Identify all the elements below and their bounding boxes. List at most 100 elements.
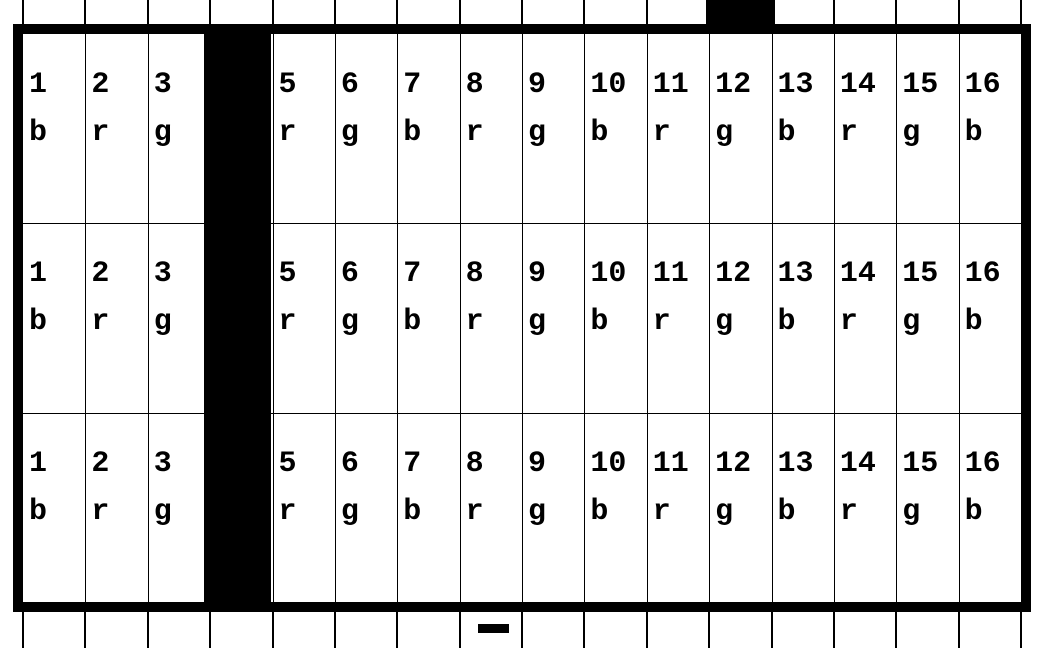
- top-tick: [1020, 0, 1022, 24]
- cell-label: b: [590, 116, 608, 150]
- cell-number: 15: [902, 68, 938, 102]
- cell-label: g: [528, 305, 546, 339]
- cell-number: 9: [528, 257, 546, 291]
- cell-number: 1: [29, 447, 47, 481]
- table-cell: 8r: [460, 34, 522, 223]
- cell-label: r: [279, 305, 297, 339]
- cell-number: 12: [715, 447, 751, 481]
- table-cell: 12 g: [709, 413, 771, 602]
- table-cell: 11r: [647, 413, 709, 602]
- cell-label: g: [528, 495, 546, 529]
- cell-label: b: [590, 495, 608, 529]
- cell-number: 10: [590, 68, 626, 102]
- bottom-tick: [334, 612, 336, 648]
- top-tick: [334, 0, 336, 24]
- cell-label: b: [778, 116, 796, 150]
- cell-label: b: [965, 305, 983, 339]
- table-cell: 7b: [397, 223, 459, 412]
- cell-number: 11: [653, 68, 689, 102]
- cell-label: r: [279, 116, 297, 150]
- table-cell: 11 r: [647, 34, 709, 223]
- cell-label: r: [840, 116, 858, 150]
- table-cell: 9g: [522, 223, 584, 412]
- cell-label: b: [965, 495, 983, 529]
- cell-number: 13: [778, 447, 814, 481]
- cell-number: 16: [965, 257, 1001, 291]
- cell-label: r: [279, 495, 297, 529]
- top-tick: [147, 0, 149, 24]
- table-cell: 7b: [397, 34, 459, 223]
- cell-number: 10: [590, 257, 626, 291]
- bottom-tick: [521, 612, 523, 648]
- cell-label: g: [902, 495, 920, 529]
- cell-label: r: [840, 305, 858, 339]
- cell-label: g: [715, 495, 733, 529]
- cell-label: g: [341, 305, 359, 339]
- top-tick: [833, 0, 835, 24]
- cell-label: g: [902, 116, 920, 150]
- cell-label: g: [154, 116, 172, 150]
- bottom-tick: [459, 612, 461, 648]
- cell-label: g: [154, 495, 172, 529]
- cell-label: r: [653, 305, 671, 339]
- cell-number: 9: [528, 68, 546, 102]
- bottom-tick: [583, 612, 585, 648]
- cell-number: 6: [341, 68, 359, 102]
- grid-table: 1b2r3g5r6g7b8r9g10b11r12g13b14r15g16b1b2…: [23, 34, 1021, 602]
- bottom-tick: [958, 612, 960, 648]
- table-cell: 10b: [584, 223, 646, 412]
- top-tick: [583, 0, 585, 24]
- table-cell: 3g: [148, 413, 210, 602]
- cell-label: r: [653, 116, 671, 150]
- top-tick: [646, 0, 648, 24]
- cell-label: b: [29, 305, 47, 339]
- cell-number: 7: [403, 447, 421, 481]
- table-cell: 14 r: [834, 34, 896, 223]
- table-cell: 16 b: [959, 223, 1021, 412]
- bottom-tick: [895, 612, 897, 648]
- cell-number: 2: [91, 257, 109, 291]
- top-tick: [521, 0, 523, 24]
- cell-number: 5: [279, 68, 297, 102]
- cell-number: 1: [29, 68, 47, 102]
- cell-label: g: [341, 495, 359, 529]
- table-cell: 3g: [148, 34, 210, 223]
- bottom-tick: [1020, 612, 1022, 648]
- bottom-tick: [147, 612, 149, 648]
- bottom-tick: [396, 612, 398, 648]
- top-tick: [958, 0, 960, 24]
- table-cell: 1b: [23, 34, 85, 223]
- cell-number: 14: [840, 68, 876, 102]
- bottom-edge-tab: [478, 624, 509, 633]
- table-cell: 2r: [85, 223, 147, 412]
- table-cell: 13b: [772, 413, 834, 602]
- cell-number: 5: [279, 257, 297, 291]
- table-cell: 8r: [460, 413, 522, 602]
- cell-number: 7: [403, 68, 421, 102]
- black-column-4: [204, 24, 270, 612]
- cell-label: b: [403, 305, 421, 339]
- cell-number: 6: [341, 447, 359, 481]
- cell-label: b: [29, 495, 47, 529]
- cell-label: b: [403, 116, 421, 150]
- table-cell: 15g: [896, 413, 958, 602]
- top-tick: [708, 0, 710, 24]
- cell-number: 3: [154, 447, 172, 481]
- cell-label: b: [778, 305, 796, 339]
- top-tick: [396, 0, 398, 24]
- table-cell: 6g: [335, 223, 397, 412]
- table-cell: 5r: [273, 223, 335, 412]
- cell-label: r: [466, 116, 484, 150]
- bottom-tick: [272, 612, 274, 648]
- table-cell: 12g: [709, 223, 771, 412]
- cell-label: r: [466, 305, 484, 339]
- cell-number: 8: [466, 68, 484, 102]
- cell-number: 6: [341, 257, 359, 291]
- top-tick: [22, 0, 24, 24]
- cell-number: 12: [715, 68, 751, 102]
- cell-label: g: [715, 116, 733, 150]
- table-cell: 16b: [959, 413, 1021, 602]
- table-cell: 10b: [584, 413, 646, 602]
- cell-label: g: [154, 305, 172, 339]
- table-cell: 15g: [896, 223, 958, 412]
